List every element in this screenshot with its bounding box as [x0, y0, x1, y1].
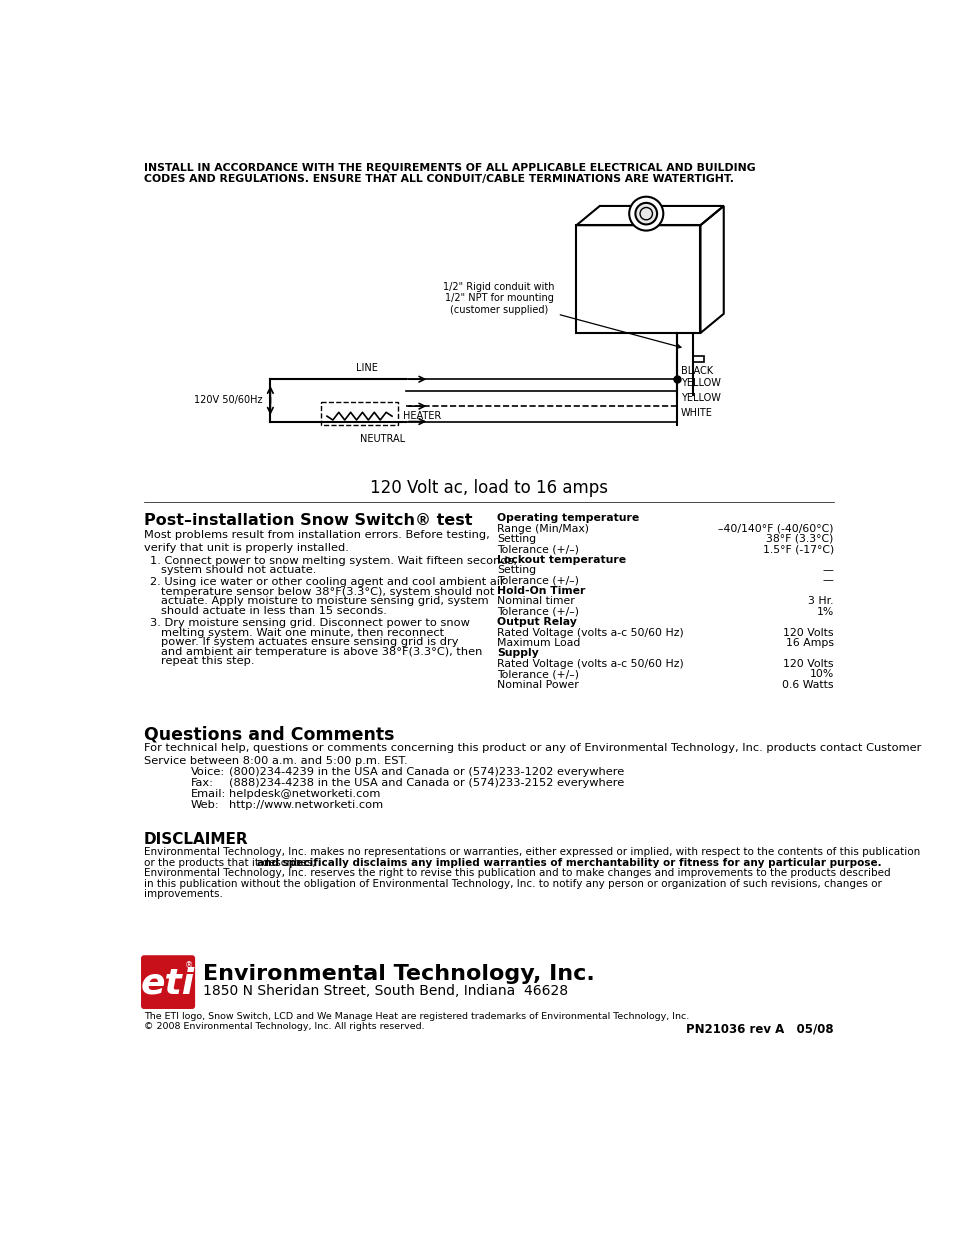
Text: Rated Voltage (volts a-c 50/60 Hz): Rated Voltage (volts a-c 50/60 Hz) [497, 658, 683, 668]
Text: 1.5°F (-17°C): 1.5°F (-17°C) [761, 545, 833, 555]
Text: YELLOW: YELLOW [680, 378, 720, 388]
Text: Questions and Comments: Questions and Comments [144, 726, 395, 743]
Text: NEUTRAL: NEUTRAL [360, 433, 405, 443]
Text: eti: eti [141, 966, 195, 1000]
Text: 16 Amps: 16 Amps [785, 638, 833, 648]
Text: Hold-On Timer: Hold-On Timer [497, 585, 585, 597]
Text: —: — [822, 566, 833, 576]
Text: Most problems result from installation errors. Before testing,
verify that unit : Most problems result from installation e… [144, 530, 489, 553]
Text: WHITE: WHITE [680, 409, 712, 419]
Text: melting system. Wait one minute, then reconnect: melting system. Wait one minute, then re… [161, 627, 444, 637]
Text: system should not actuate.: system should not actuate. [161, 566, 316, 576]
Text: 1/2" Rigid conduit with
1/2" NPT for mounting
(customer supplied): 1/2" Rigid conduit with 1/2" NPT for mou… [443, 282, 680, 348]
Text: Setting: Setting [497, 534, 536, 543]
Text: 1. Connect power to snow melting system. Wait fifteen seconds,: 1. Connect power to snow melting system.… [150, 556, 517, 566]
Text: power. If system actuates ensure sensing grid is dry: power. If system actuates ensure sensing… [161, 637, 458, 647]
Text: Post–installation Snow Switch® test: Post–installation Snow Switch® test [144, 514, 472, 529]
Text: Tolerance (+/–): Tolerance (+/–) [497, 606, 578, 616]
Text: YELLOW: YELLOW [680, 393, 720, 403]
Text: HEATER: HEATER [402, 411, 440, 421]
Text: and specifically disclaims any implied warranties of merchantability or fitness : and specifically disclaims any implied w… [257, 858, 882, 868]
Text: Operating temperature: Operating temperature [497, 514, 639, 524]
Text: Environmental Technology, Inc.: Environmental Technology, Inc. [203, 965, 594, 984]
Text: Environmental Technology, Inc. reserves the right to revise this publication and: Environmental Technology, Inc. reserves … [144, 868, 890, 878]
Text: 120 Volts: 120 Volts [782, 658, 833, 668]
Circle shape [635, 203, 657, 225]
Bar [692, 356, 703, 362]
Text: 2. Using ice water or other cooling agent and cool ambient air: 2. Using ice water or other cooling agen… [150, 577, 504, 587]
Text: The ETI logo, Snow Switch, LCD and We Manage Heat are registered trademarks of E: The ETI logo, Snow Switch, LCD and We Ma… [144, 1013, 689, 1021]
Text: 120 Volt ac, load to 16 amps: 120 Volt ac, load to 16 amps [370, 479, 607, 498]
Text: 3. Dry moisture sensing grid. Disconnect power to snow: 3. Dry moisture sensing grid. Disconnect… [150, 618, 470, 627]
Text: Output Relay: Output Relay [497, 618, 577, 627]
Text: INSTALL IN ACCORDANCE WITH THE REQUIREMENTS OF ALL APPLICABLE ELECTRICAL AND BUI: INSTALL IN ACCORDANCE WITH THE REQUIREME… [144, 162, 755, 184]
Text: Tolerance (+/–): Tolerance (+/–) [497, 576, 578, 585]
Text: © 2008 Environmental Technology, Inc. All rights reserved.: © 2008 Environmental Technology, Inc. Al… [144, 1023, 424, 1031]
Text: (800)234-4239 in the USA and Canada or (574)233-1202 everywhere: (800)234-4239 in the USA and Canada or (… [229, 767, 624, 777]
Circle shape [629, 196, 662, 231]
Text: Nominal timer: Nominal timer [497, 597, 575, 606]
Text: Voice:: Voice: [191, 767, 225, 777]
Text: and ambient air temperature is above 38°F(3.3°C), then: and ambient air temperature is above 38°… [161, 647, 482, 657]
Text: improvements.: improvements. [144, 889, 223, 899]
Text: 10%: 10% [809, 669, 833, 679]
Text: temperature sensor below 38°F(3.3°C), system should not: temperature sensor below 38°F(3.3°C), sy… [161, 587, 494, 597]
Bar [320, 403, 397, 425]
Text: LINE: LINE [355, 363, 377, 373]
Text: —: — [822, 576, 833, 585]
Text: 38°F (3.3°C): 38°F (3.3°C) [765, 534, 833, 543]
Text: –40/140°F (-40/60°C): –40/140°F (-40/60°C) [718, 524, 833, 534]
Text: 3 Hr.: 3 Hr. [807, 597, 833, 606]
Text: DISCLAIMER: DISCLAIMER [144, 832, 249, 847]
Text: PN21036 rev A   05/08: PN21036 rev A 05/08 [685, 1023, 833, 1035]
Text: helpdesk@networketi.com: helpdesk@networketi.com [229, 789, 380, 799]
Text: 1%: 1% [816, 606, 833, 616]
Text: Nominal Power: Nominal Power [497, 679, 578, 689]
Text: Email:: Email: [191, 789, 226, 799]
Text: repeat this step.: repeat this step. [161, 656, 254, 667]
Text: Tolerance (+/–): Tolerance (+/–) [497, 669, 578, 679]
Text: Range (Min/Max): Range (Min/Max) [497, 524, 589, 534]
Text: Setting: Setting [497, 566, 536, 576]
Text: Web:: Web: [191, 799, 219, 810]
Text: Maximum Load: Maximum Load [497, 638, 580, 648]
Text: http://www.networketi.com: http://www.networketi.com [229, 799, 383, 810]
Text: Fax:: Fax: [191, 778, 213, 788]
Text: Lockout temperature: Lockout temperature [497, 555, 626, 564]
Text: 1850 N Sheridan Street, South Bend, Indiana  46628: 1850 N Sheridan Street, South Bend, Indi… [203, 984, 567, 998]
Text: 120 Volts: 120 Volts [782, 627, 833, 637]
Text: should actuate in less than 15 seconds.: should actuate in less than 15 seconds. [161, 606, 387, 616]
Text: (888)234-4238 in the USA and Canada or (574)233-2152 everywhere: (888)234-4238 in the USA and Canada or (… [229, 778, 624, 788]
Text: Rated Voltage (volts a-c 50/60 Hz): Rated Voltage (volts a-c 50/60 Hz) [497, 627, 683, 637]
Text: 0.6 Watts: 0.6 Watts [781, 679, 833, 689]
Text: BLACK: BLACK [680, 366, 713, 377]
Text: ®: ® [185, 961, 193, 971]
Text: or the products that it describes,: or the products that it describes, [144, 858, 318, 868]
Text: 120V 50/60Hz: 120V 50/60Hz [193, 395, 262, 405]
Text: For technical help, questions or comments concerning this product or any of Envi: For technical help, questions or comment… [144, 742, 921, 766]
FancyBboxPatch shape [142, 956, 194, 1008]
Text: Environmental Technology, Inc. makes no representations or warranties, either ex: Environmental Technology, Inc. makes no … [144, 847, 920, 857]
Text: Supply: Supply [497, 648, 538, 658]
Text: Tolerance (+/–): Tolerance (+/–) [497, 545, 578, 555]
Text: in this publication without the obligation of Environmental Technology, Inc. to : in this publication without the obligati… [144, 878, 881, 888]
Bar [576, 225, 700, 333]
Text: actuate. Apply moisture to moisture sensing grid, system: actuate. Apply moisture to moisture sens… [161, 597, 488, 606]
